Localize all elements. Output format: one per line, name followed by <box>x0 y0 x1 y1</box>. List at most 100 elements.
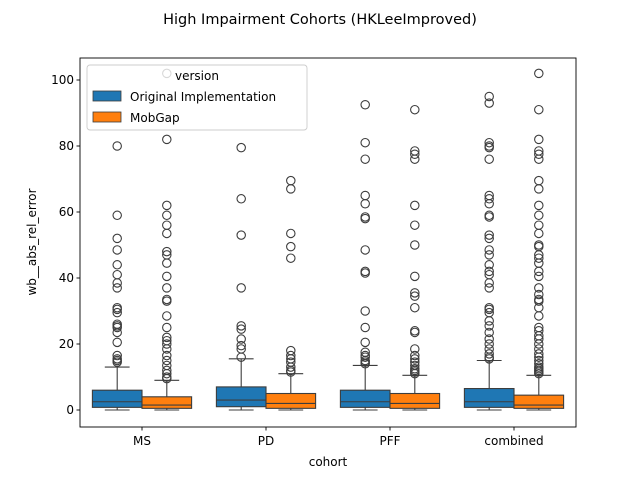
outlier-point <box>534 294 544 305</box>
outlier-point <box>360 212 370 222</box>
outlier-point <box>286 175 296 186</box>
outlier-point <box>162 339 172 349</box>
outlier-point <box>112 141 122 151</box>
legend-frame <box>86 64 308 131</box>
outlier-point <box>410 104 420 115</box>
outlier-point <box>484 141 494 151</box>
outlier-point <box>162 365 172 376</box>
x-tick-label: PFF <box>379 434 400 448</box>
outlier-point <box>360 306 370 316</box>
outlier-point <box>162 210 172 221</box>
outlier-point <box>236 340 246 351</box>
outlier-point <box>534 311 544 321</box>
outlier-point <box>112 233 122 244</box>
outlier-point <box>534 253 544 263</box>
outlier-point <box>484 321 494 331</box>
outlier-point <box>410 344 420 354</box>
box <box>513 394 565 409</box>
outlier-point <box>112 307 122 318</box>
outlier-point <box>286 345 296 356</box>
outlier-point <box>360 266 370 277</box>
outlier-point <box>410 220 420 230</box>
outlier-point <box>484 307 494 318</box>
outlier-point <box>410 354 420 364</box>
outlier-point <box>484 316 494 326</box>
outlier-point <box>360 347 370 357</box>
outlier-point <box>112 337 122 348</box>
outlier-point <box>360 337 370 348</box>
outlier-point <box>534 362 544 372</box>
outlier-point <box>162 228 172 239</box>
y-tick-label: 0 <box>66 403 74 417</box>
outlier-point <box>360 100 370 110</box>
outlier-point <box>484 250 494 260</box>
outlier-point <box>534 271 544 282</box>
outlier-point <box>112 269 122 280</box>
outlier-point <box>484 269 494 280</box>
outlier-point <box>112 319 122 329</box>
x-axis: MS PD PFF combined <box>133 427 544 448</box>
outlier-point <box>112 302 122 313</box>
outlier-point <box>286 253 296 263</box>
y-tick-label: 20 <box>59 337 74 351</box>
y-axis: 0 20 40 60 80 100 <box>51 73 80 417</box>
outlier-point <box>534 149 544 160</box>
outlier-point <box>484 339 494 349</box>
outlier-point <box>112 245 122 255</box>
outlier-point <box>484 137 494 148</box>
outlier-point <box>162 372 172 382</box>
outlier-point <box>360 199 370 209</box>
outlier-point <box>112 350 122 361</box>
outlier-point <box>410 154 420 164</box>
outlier-point <box>534 326 544 336</box>
outlier-point <box>360 154 370 164</box>
outlier-point <box>162 294 172 305</box>
outlier-point <box>162 134 172 145</box>
outlier-point <box>534 266 544 277</box>
y-tick-label: 60 <box>59 205 74 219</box>
box-group <box>265 175 317 411</box>
outlier-point <box>484 260 494 270</box>
outlier-point <box>112 210 122 221</box>
outlier-point <box>410 149 420 160</box>
outlier-point <box>410 363 420 374</box>
outlier-point <box>410 240 420 250</box>
outlier-point <box>360 322 370 333</box>
outlier-point <box>162 271 172 282</box>
box <box>265 392 317 409</box>
outlier-point <box>534 134 544 145</box>
outlier-point <box>236 283 246 293</box>
outlier-point <box>162 335 172 346</box>
outlier-point <box>236 230 246 240</box>
x-tick-label: combined <box>484 434 543 448</box>
outlier-point <box>162 246 172 257</box>
outlier-point <box>410 200 420 211</box>
outlier-point <box>484 302 494 313</box>
outlier-point <box>162 360 172 371</box>
outlier-point <box>484 245 494 255</box>
outlier-point <box>236 142 246 153</box>
outlier-point <box>484 349 494 359</box>
outlier-point <box>236 321 246 331</box>
outlier-point <box>534 184 544 194</box>
outlier-point <box>484 210 494 221</box>
outlier-point <box>162 283 172 293</box>
y-tick-label: 100 <box>51 73 74 87</box>
outlier-point <box>534 283 544 293</box>
outlier-point <box>360 350 370 361</box>
legend-label-mobgap: MobGap <box>130 111 180 125</box>
outlier-point <box>286 350 296 361</box>
outlier-point <box>484 199 494 209</box>
outlier-point <box>484 91 494 102</box>
outlier-point <box>162 322 172 333</box>
legend-swatch-mobgap <box>92 111 122 123</box>
outlier-point <box>112 278 122 288</box>
legend: version Original Implementation MobGap <box>86 64 308 131</box>
plot-area <box>91 68 565 411</box>
outlier-point <box>410 360 420 371</box>
box <box>389 392 441 409</box>
outlier-point <box>236 344 246 354</box>
outlier-point <box>410 271 420 282</box>
outlier-point <box>534 355 544 366</box>
